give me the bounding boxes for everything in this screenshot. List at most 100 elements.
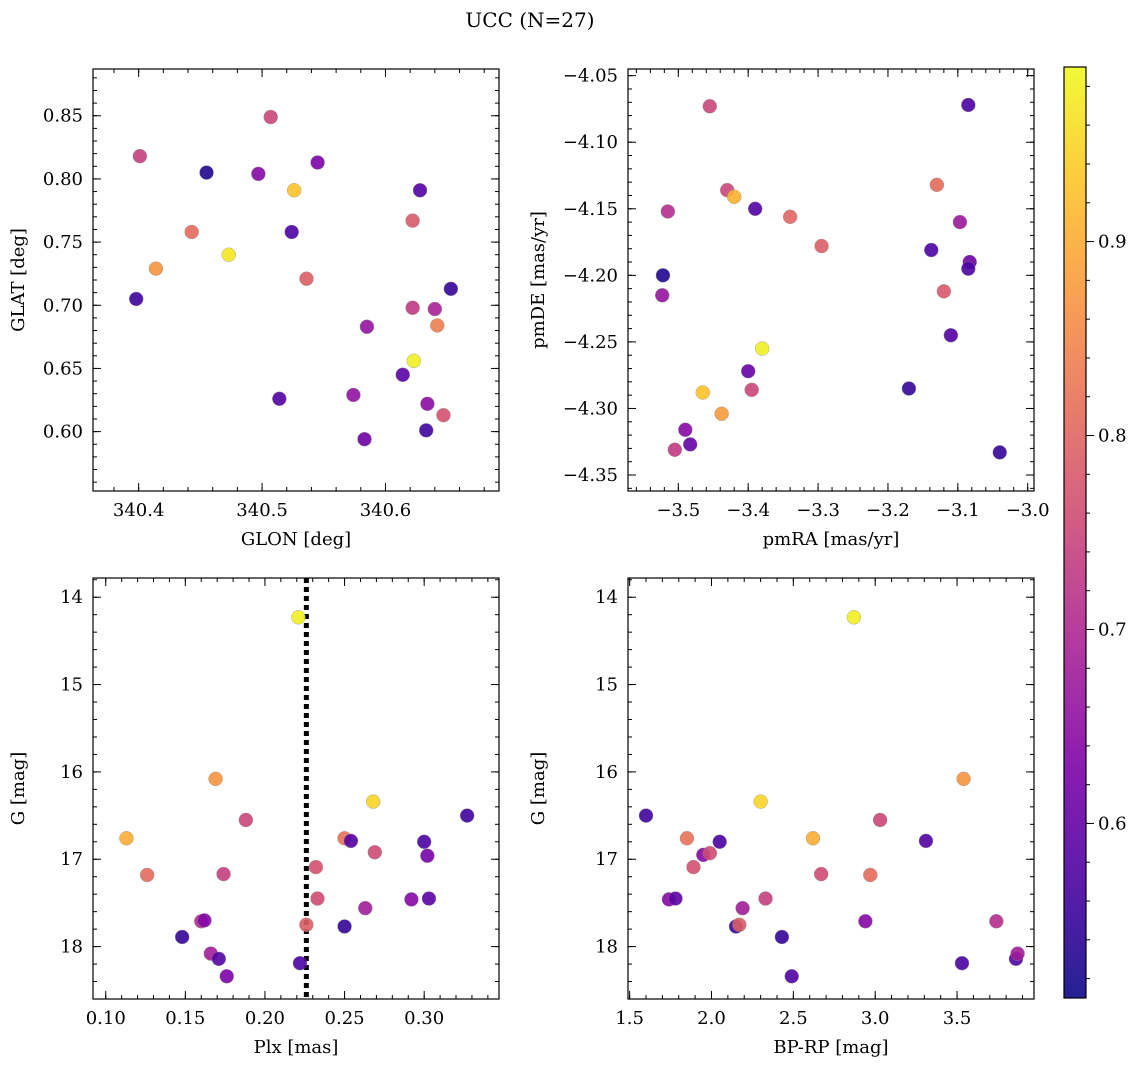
scatter-point [238, 812, 254, 828]
scatter-point [263, 109, 278, 125]
scatter-point [667, 442, 683, 457]
scatter-point [174, 929, 190, 945]
scatter-point [863, 867, 878, 883]
y-tick-label: −4.05 [563, 66, 618, 87]
y-tick-label: 17 [60, 849, 83, 870]
scatter-point [660, 204, 676, 219]
scatter-point [430, 318, 445, 333]
scatter-point [308, 859, 324, 875]
scatter-point [310, 891, 325, 906]
scatter-point [679, 831, 695, 846]
axes-frame [627, 577, 1035, 1000]
scatter-point [128, 291, 144, 307]
scatter-point [292, 955, 308, 971]
scatter-point [924, 242, 939, 258]
colorbar-tick-label: 0.8 [1098, 426, 1127, 447]
scatter-point [427, 301, 443, 317]
y-tick-label: 0.80 [43, 169, 83, 190]
scatter-point [359, 319, 375, 334]
scatter-point [805, 831, 821, 846]
scatter-point [695, 385, 710, 400]
y-tick-label: 15 [595, 675, 618, 696]
scatter-point [299, 271, 314, 286]
scatter-point [774, 929, 790, 945]
x-tick-label: −3.0 [1006, 500, 1050, 521]
scatter-point [211, 951, 226, 967]
scatter-point [814, 238, 829, 254]
scatter-point [420, 848, 435, 863]
x-tick-label: 0.25 [325, 1008, 365, 1029]
scatter-point [753, 794, 768, 809]
x-tick-label: 3.0 [861, 1008, 890, 1029]
y-axis-label: G [mag] [8, 752, 29, 825]
y-tick-label: 16 [595, 762, 618, 783]
y-axis-label: G [mag] [528, 752, 549, 825]
x-tick-label: 0.30 [404, 1008, 444, 1029]
scatter-point [956, 771, 971, 787]
scatter-point [918, 833, 934, 849]
scatter-point [291, 610, 306, 625]
y-tick-label: 0.60 [43, 422, 83, 443]
y-tick-label: 14 [595, 587, 618, 608]
scatter-point [744, 382, 759, 398]
axes-frame [92, 68, 500, 492]
x-tick-label: 340.4 [113, 500, 165, 521]
x-axis-label: GLON [deg] [241, 529, 351, 550]
x-tick-label: 0.15 [165, 1008, 205, 1029]
scatter-point [284, 224, 299, 240]
scatter-point [395, 367, 410, 382]
x-tick-label: −3.4 [726, 500, 770, 521]
scatter-point [858, 914, 873, 929]
scatter-point [682, 437, 698, 452]
scatter-point [952, 214, 968, 230]
scatter-point [961, 97, 976, 113]
scatter-point [132, 148, 148, 164]
colorbar-tick-label: 0.7 [1098, 619, 1127, 640]
scatter-point [436, 407, 451, 423]
scatter-point [992, 445, 1007, 460]
panel-plx-g: 0.10 0.15 0.20 0.25 0.30 14 15 16 17 18 Plx [mas] G… [8, 577, 500, 1058]
y-tick-label: −4.25 [563, 332, 618, 353]
scatter-point [784, 969, 799, 984]
scatter-point [197, 913, 212, 928]
panel-pmra-pmde: −3.5 −3.4 −3.3 −3.2 −3.1 −3.0 −4.35 −4.30 −4.25 −… [528, 66, 1050, 550]
scatter-point [758, 891, 773, 906]
scatter-point [754, 341, 770, 356]
y-tick-label: −4.10 [563, 132, 618, 153]
scatter-point [358, 900, 373, 916]
scatter-point [216, 866, 231, 882]
scatter-point [357, 431, 372, 447]
scatter-point [404, 892, 419, 907]
scatter-point [686, 859, 701, 875]
scatter-point [678, 422, 693, 437]
scatter-point [343, 833, 359, 849]
scatter-point [272, 391, 287, 406]
scatter-point [961, 261, 976, 276]
y-tick-label: 18 [60, 937, 83, 958]
y-tick-label: −4.15 [563, 199, 618, 220]
scatter-point [747, 201, 763, 216]
x-axis-label: pmRA [mas/yr] [763, 529, 900, 550]
x-tick-label: −3.5 [656, 500, 700, 521]
x-axis-label: BP-RP [mag] [773, 1037, 888, 1058]
scatter-point [813, 866, 829, 882]
scatter-point [310, 155, 325, 170]
scatter-point [346, 387, 361, 403]
scatter-point [405, 213, 420, 228]
x-tick-label: 3.5 [943, 1008, 972, 1029]
scatter-point [199, 165, 214, 180]
scatter-point [732, 917, 747, 932]
y-tick-label: 16 [60, 762, 83, 783]
scatter-point [1010, 946, 1025, 961]
scatter-point [954, 955, 970, 971]
scatter-point [459, 808, 475, 823]
scatter-point [139, 867, 155, 883]
colorbar-tick-label: 0.9 [1098, 232, 1127, 253]
panel-glon-glat: 340.4 340.5 340.6 0.60 0.65 0.70 0.75 0.80 0.85 G… [8, 68, 500, 550]
scatter-point [989, 914, 1004, 929]
scatter-point [740, 363, 756, 379]
y-tick-label: 0.70 [43, 295, 83, 316]
y-tick-label: −4.35 [563, 465, 618, 486]
scatter-point [184, 224, 199, 240]
